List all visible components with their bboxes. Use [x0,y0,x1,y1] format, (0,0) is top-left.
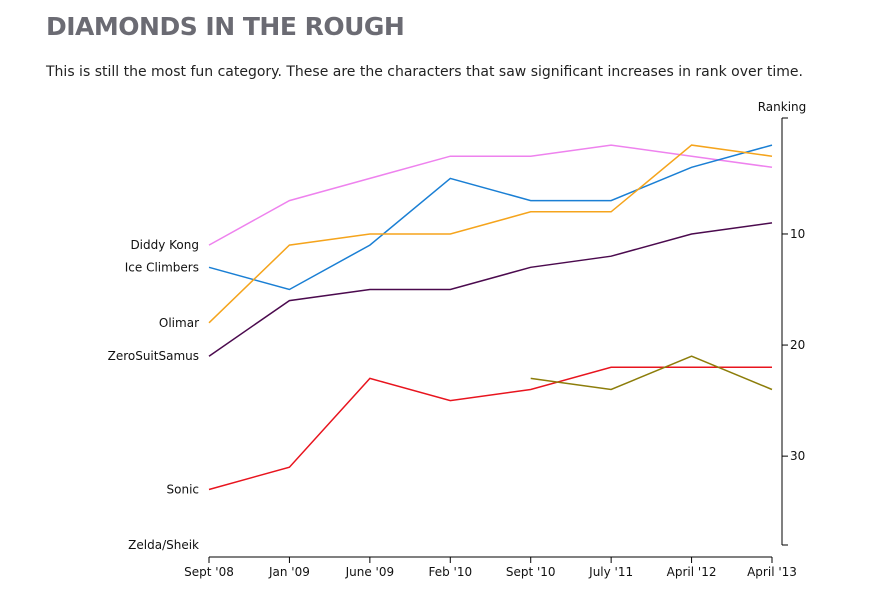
y-tick-label: 10 [790,227,805,241]
series-line-diddy-kong [208,144,773,246]
chart-title: DIAMONDS IN THE ROUGH [46,12,405,41]
y-tick-label: 30 [790,449,805,463]
series-line-sonic [208,366,772,491]
x-tick-label: April '12 [667,565,717,579]
x-tick-label: June '09 [345,565,395,579]
x-tick-label: April '13 [747,565,797,579]
series-label-ice-climbers: Ice Climbers [125,260,199,274]
x-tick-label: Sept '10 [506,565,556,579]
series-line-zerosuitsamus [208,222,773,357]
chart-subtitle: This is still the most fun category. The… [46,64,803,80]
y-axis-label: Ranking [758,100,807,114]
series-label-zelda-sheik: Zelda/Sheik [128,538,199,552]
series-label-diddy-kong: Diddy Kong [130,238,199,252]
series-line-zelda-sheik [530,355,773,391]
x-tick-label: July '11 [588,565,633,579]
series-line-olimar [208,144,773,324]
series-label-olimar: Olimar [159,316,199,330]
y-tick-label: 20 [790,338,805,352]
series-label-sonic: Sonic [167,482,200,496]
x-tick-label: Jan '09 [268,565,310,579]
series-line-ice-climbers [208,144,773,291]
series-label-zerosuitsamus: ZeroSuitSamus [108,349,199,363]
x-tick-label: Sept '08 [184,565,234,579]
x-tick-label: Feb '10 [428,565,472,579]
